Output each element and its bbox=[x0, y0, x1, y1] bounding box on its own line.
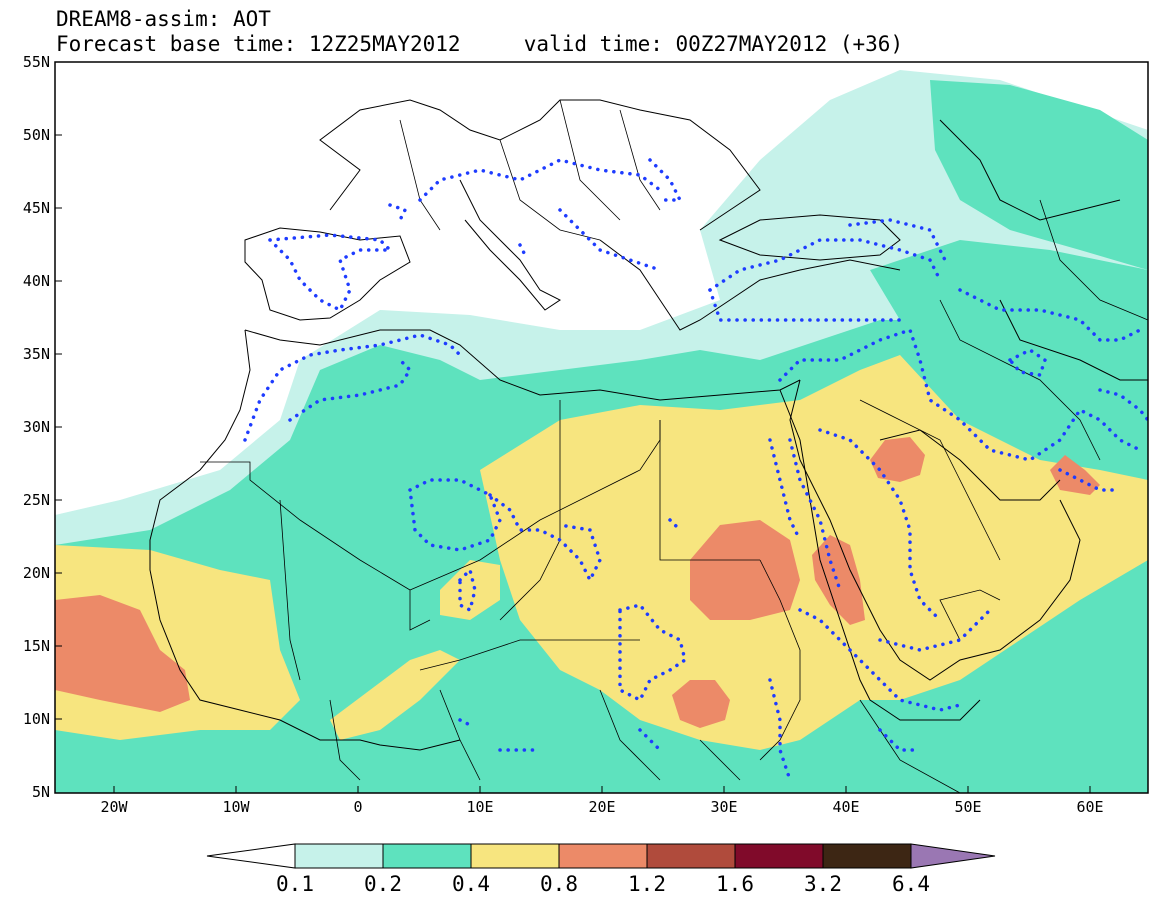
aot-band-0.2-central-asia bbox=[870, 240, 1148, 360]
colorbar-underflow-arrow bbox=[206, 843, 296, 869]
aot-band-0.4 bbox=[480, 355, 1148, 750]
coastlines bbox=[149, 99, 1148, 751]
lat-label: 15N bbox=[22, 637, 50, 655]
aot-band-0.4-lake-chad bbox=[330, 650, 460, 740]
map-title: DREAM8-assim: AOT bbox=[56, 7, 271, 31]
colorbar-label: 3.2 bbox=[804, 872, 842, 896]
colorbar-bin-0.4 bbox=[470, 843, 560, 869]
lat-label: 40N bbox=[22, 272, 50, 290]
aot-field bbox=[55, 62, 1148, 793]
colorbar-bin-0.1 bbox=[294, 843, 384, 869]
colorbar-bin-0.2 bbox=[382, 843, 472, 869]
aot-band-0.8-redsea bbox=[812, 535, 865, 625]
lon-label: 10E bbox=[466, 798, 494, 816]
colorbar-bin-3.2 bbox=[822, 843, 912, 869]
lon-label: 50E bbox=[954, 798, 982, 816]
lon-label: 20E bbox=[588, 798, 616, 816]
lat-label: 25N bbox=[22, 491, 50, 509]
aot-band-0.8-westafrica bbox=[55, 595, 190, 712]
aot-band-0.8-south-sudan bbox=[672, 680, 730, 728]
lat-label: 35N bbox=[22, 345, 50, 363]
lon-label: 20W bbox=[100, 798, 128, 816]
aot-band-0.8-arabia bbox=[870, 437, 925, 482]
lon-label: 60E bbox=[1076, 798, 1104, 816]
colorbar-bin-0.8 bbox=[558, 843, 648, 869]
aot-band-0.2-caucasus bbox=[930, 80, 1148, 270]
colorbar-label: 0.8 bbox=[540, 872, 578, 896]
lat-label: 50N bbox=[22, 126, 50, 144]
colorbar-label: 6.4 bbox=[892, 872, 930, 896]
axis-ticks bbox=[55, 61, 1091, 793]
colorbar bbox=[206, 843, 996, 869]
forecast-time-info: Forecast base time: 12Z25MAY2012 valid t… bbox=[56, 32, 904, 56]
colorbar-label: 0.2 bbox=[364, 872, 402, 896]
aot-band-0.8-sudan bbox=[690, 520, 800, 620]
colorbar-label: 1.6 bbox=[716, 872, 754, 896]
lat-label: 55N bbox=[22, 53, 50, 71]
colorbar-label: 1.2 bbox=[628, 872, 666, 896]
colorbar-overflow-arrow bbox=[910, 843, 996, 869]
lon-label: 30E bbox=[710, 798, 738, 816]
lon-label: 0 bbox=[353, 798, 363, 816]
aot-band-0.4-small bbox=[440, 560, 500, 620]
lat-label: 20N bbox=[22, 564, 50, 582]
lat-label: 5N bbox=[31, 783, 50, 801]
lon-label: 10W bbox=[222, 798, 250, 816]
colorbar-label: 0.4 bbox=[452, 872, 490, 896]
dotted-contours bbox=[243, 158, 1148, 782]
lat-label: 10N bbox=[22, 710, 50, 728]
lat-label: 45N bbox=[22, 199, 50, 217]
colorbar-bin-1.6 bbox=[734, 843, 824, 869]
lat-label: 30N bbox=[22, 418, 50, 436]
colorbar-label: 0.1 bbox=[276, 872, 314, 896]
colorbar-bin-1.2 bbox=[646, 843, 736, 869]
lon-label: 40E bbox=[832, 798, 860, 816]
political-borders bbox=[200, 99, 1148, 793]
